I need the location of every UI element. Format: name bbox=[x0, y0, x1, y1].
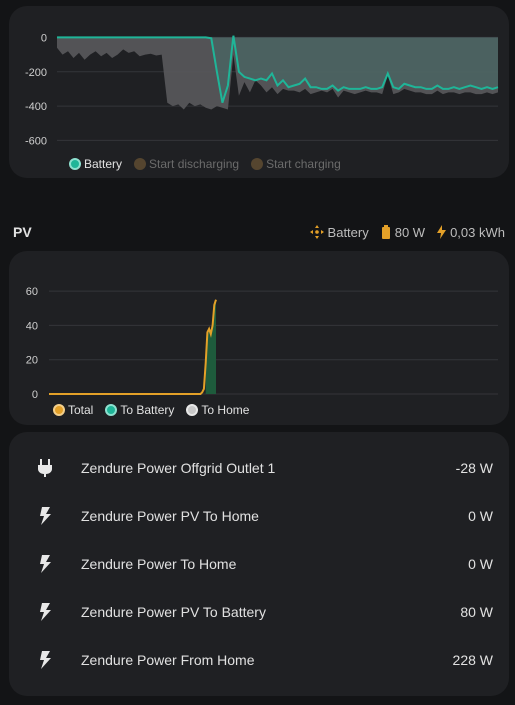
legend-label-start-charging: Start charging bbox=[266, 157, 341, 171]
list-item-name: Zendure Power Offgrid Outlet 1 bbox=[81, 460, 276, 476]
pv-stat-battery[interactable]: Battery bbox=[309, 224, 369, 240]
pv-chart-card: 60 40 20 0 Total To Battery To Home bbox=[9, 251, 509, 425]
pv-stats: Battery 80 W 0,03 kWh bbox=[309, 224, 505, 240]
list-item-value: -28 W bbox=[455, 460, 493, 476]
list-item[interactable]: Zendure Power PV To Home 0 W bbox=[9, 492, 509, 540]
battery-chart: 0 -200 -400 -600 bbox=[25, 32, 499, 147]
list-item-name: Zendure Power PV To Battery bbox=[81, 604, 266, 620]
list-item-name: Zendure Power From Home bbox=[81, 652, 255, 668]
plug-icon bbox=[38, 459, 52, 477]
legend-dot-to-home bbox=[186, 404, 199, 416]
y-tick-label: -600 bbox=[25, 135, 47, 147]
pv-total-line bbox=[49, 299, 217, 395]
pv-stat-energy-value: 0,03 kWh bbox=[450, 224, 505, 240]
legend-label-to-home: To Home bbox=[201, 403, 250, 417]
lightning-small-icon bbox=[437, 225, 447, 239]
list-item[interactable]: Zendure Power To Home 0 W bbox=[9, 540, 509, 588]
battery-chart-card: 0 -200 -400 -600 Battery Start discharging … bbox=[9, 6, 509, 178]
y-tick-label: -200 bbox=[25, 67, 47, 79]
list-item-value: 80 W bbox=[460, 604, 493, 620]
legend-total[interactable]: Total bbox=[53, 403, 93, 417]
list-item-value: 228 W bbox=[452, 652, 493, 668]
lightning-icon bbox=[40, 651, 51, 669]
legend-start-discharging[interactable]: Start discharging bbox=[134, 157, 239, 171]
list-item-name: Zendure Power To Home bbox=[81, 556, 237, 572]
y-tick-label: 40 bbox=[26, 320, 38, 332]
battery-line bbox=[57, 35, 499, 104]
legend-start-charging[interactable]: Start charging bbox=[251, 157, 341, 171]
battery-area bbox=[57, 37, 498, 110]
pv-chart: 60 40 20 0 bbox=[26, 286, 498, 401]
pv-stat-power-value: 80 W bbox=[394, 224, 426, 240]
legend-dot-start-charging bbox=[251, 158, 264, 170]
y-tick-label: -400 bbox=[25, 101, 47, 113]
legend-dot-start-discharging bbox=[134, 158, 147, 170]
y-tick-label: 20 bbox=[26, 355, 38, 367]
y-tick-label: 0 bbox=[41, 32, 47, 44]
pv-legend: Total To Battery To Home bbox=[53, 403, 249, 417]
list-item[interactable]: Zendure Power Offgrid Outlet 1 -28 W bbox=[9, 444, 509, 492]
entities-card: Zendure Power Offgrid Outlet 1 -28 W Zen… bbox=[9, 432, 509, 696]
battery-legend: Battery Start discharging Start charging bbox=[69, 157, 341, 171]
list-item[interactable]: Zendure Power PV To Battery 80 W bbox=[9, 588, 509, 636]
lightning-icon bbox=[40, 603, 51, 621]
list-item-name: Zendure Power PV To Home bbox=[81, 508, 259, 524]
pv-stat-power[interactable]: 80 W bbox=[381, 225, 425, 240]
legend-dot-to-battery bbox=[105, 404, 118, 416]
battery-icon bbox=[381, 225, 390, 239]
legend-label-start-discharging: Start discharging bbox=[149, 157, 240, 171]
y-tick-label: 0 bbox=[32, 389, 38, 401]
list-item[interactable]: Zendure Power From Home 228 W bbox=[9, 636, 509, 684]
legend-label-total: Total bbox=[68, 403, 94, 417]
pv-header: PV Battery 80 W 0,03 kWh bbox=[13, 222, 505, 242]
pv-title: PV bbox=[13, 224, 32, 240]
legend-battery[interactable]: Battery bbox=[69, 157, 122, 171]
battery-line-fill bbox=[57, 35, 498, 103]
pv-stat-energy[interactable]: 0,03 kWh bbox=[437, 225, 505, 240]
legend-label-battery: Battery bbox=[84, 157, 123, 171]
lightning-icon bbox=[40, 555, 51, 573]
transmission-icon bbox=[309, 225, 324, 239]
legend-to-home[interactable]: To Home bbox=[186, 403, 249, 417]
legend-dot-battery bbox=[69, 158, 81, 170]
list-item-value: 0 W bbox=[468, 556, 493, 572]
y-tick-label: 60 bbox=[26, 286, 38, 298]
legend-dot-total bbox=[53, 404, 65, 416]
list-item-value: 0 W bbox=[468, 508, 493, 524]
pv-stat-battery-label: Battery bbox=[327, 224, 369, 240]
legend-to-battery[interactable]: To Battery bbox=[105, 403, 174, 417]
lightning-icon bbox=[40, 507, 51, 525]
legend-label-to-battery: To Battery bbox=[120, 403, 175, 417]
